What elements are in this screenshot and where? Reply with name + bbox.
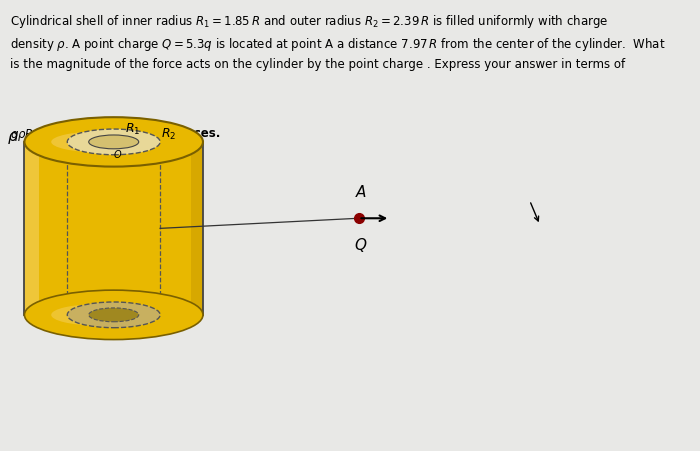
Text: O: O	[114, 150, 122, 160]
Ellipse shape	[25, 118, 203, 167]
Text: $\rho$: $\rho$	[7, 130, 19, 146]
Polygon shape	[192, 143, 203, 315]
Text: Q: Q	[355, 238, 367, 253]
Text: $R_1$: $R_1$	[125, 121, 141, 136]
Text: A: A	[356, 185, 366, 200]
Ellipse shape	[51, 132, 149, 153]
Ellipse shape	[25, 290, 203, 340]
Ellipse shape	[67, 130, 160, 156]
Polygon shape	[25, 143, 203, 315]
Polygon shape	[25, 143, 38, 315]
Ellipse shape	[89, 308, 139, 322]
Text: Cylindrical shell of inner radius $R_1 = 1.85\,R$ and outer radius $R_2 = 2.39\,: Cylindrical shell of inner radius $R_1 =…	[10, 13, 666, 70]
Ellipse shape	[89, 136, 139, 149]
Ellipse shape	[67, 302, 160, 328]
Text: using two decimal places.: using two decimal places.	[49, 127, 220, 140]
Ellipse shape	[51, 305, 141, 326]
Text: $q\rho R/\varepsilon_0$: $q\rho R/\varepsilon_0$	[10, 127, 51, 143]
Text: $R_2$: $R_2$	[161, 126, 176, 141]
